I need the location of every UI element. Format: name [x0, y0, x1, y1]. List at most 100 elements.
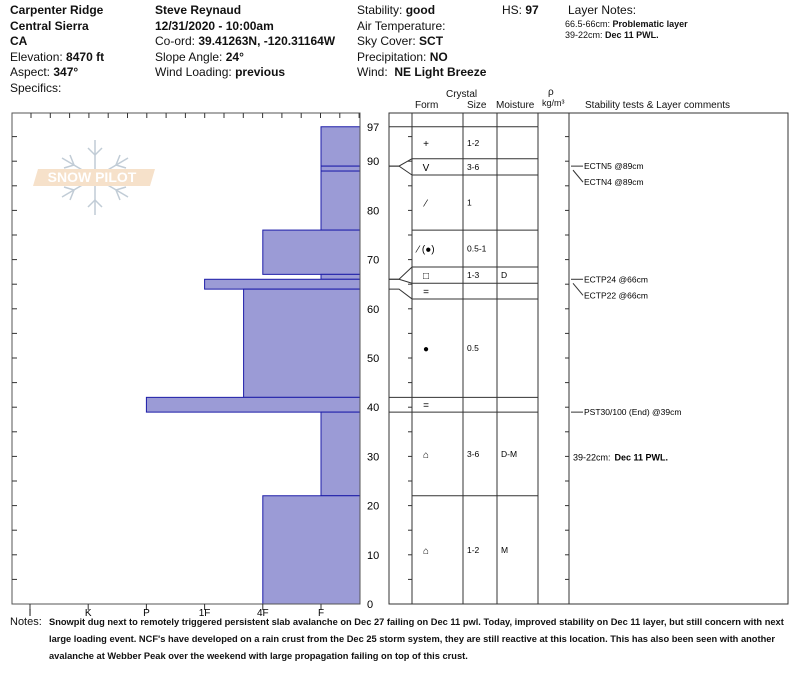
hardness-bar: [145, 396, 361, 413]
slope-value: 24°: [225, 49, 244, 64]
depth-connector: [389, 266, 413, 280]
layer-comment-range: 39-22cm:: [573, 452, 611, 462]
site-state: CA: [10, 34, 28, 48]
depth-tick-label: 10: [367, 550, 379, 562]
wind-label: Wind:: [357, 65, 388, 79]
hardness-tick-label: 4F: [257, 608, 269, 619]
moisture: D: [501, 270, 507, 280]
grain-form-symbol: =: [423, 401, 429, 412]
layer-note-text: Problematic layer: [612, 18, 688, 29]
grain-size: 1-2: [467, 138, 480, 148]
depth-tick-label: 40: [367, 402, 379, 414]
layer-comment: 39-22cm: Dec 11 PWL.: [573, 452, 668, 462]
wind-loading-value: previous: [235, 65, 286, 79]
hardness-bar: [320, 170, 361, 231]
density-unit-header: kg/m³: [542, 98, 565, 108]
observation-datetime: 12/31/2020 - 10:00am: [155, 18, 274, 33]
stability-test: ECTN4 @89cm: [584, 177, 644, 187]
notes-label: Notes:: [10, 616, 42, 628]
stability-test: ECTN5 @89cm: [584, 161, 644, 171]
elevation-value: 8470 ft: [66, 49, 105, 64]
hardness-bar: [320, 273, 361, 280]
hardness-bar: [262, 229, 361, 275]
layer-note-text: Dec 11 PWL.: [605, 29, 659, 40]
depth-tick-label: 60: [367, 304, 379, 316]
depth-connector: [389, 278, 413, 284]
size-header: Size: [467, 100, 487, 111]
stability-label: Stability:: [357, 3, 403, 17]
depth-tick-label: 90: [367, 156, 379, 168]
hardness-bar: [204, 278, 361, 290]
stability-test: PST30/100 (End) @39cm: [584, 407, 681, 417]
layer-comment-text: Dec 11 PWL.: [615, 452, 669, 462]
site-info: Carpenter Ridge Central Sierra CA Elevat…: [10, 3, 104, 96]
moisture-header: Moisture: [496, 100, 535, 111]
grain-size: 3-6: [467, 162, 480, 172]
grain-size: 0.5: [467, 343, 479, 353]
grain-size: 1-2: [467, 545, 480, 555]
layer-note-range: 66.5-66cm:: [565, 18, 611, 29]
depth-connector: [389, 158, 413, 167]
depth-tick-label: 70: [367, 255, 379, 267]
test-arrow: [572, 169, 584, 183]
hardness-tick-label: F: [318, 608, 324, 619]
moisture: D-M: [501, 449, 517, 459]
hardness-bar: [320, 126, 361, 167]
grain-form-symbol: ⁄: [422, 199, 428, 210]
moisture: M: [501, 545, 508, 555]
layer-table-frame: [388, 112, 789, 605]
notes-text: Snowpit dug next to remotely triggered p…: [49, 617, 784, 661]
snowpilot-logo: SNOW PILOT: [33, 140, 155, 215]
wind-loading-label: Wind Loading:: [155, 65, 232, 79]
layer-notes-title: Layer Notes:: [568, 3, 637, 17]
site-range: Central Sierra: [10, 18, 89, 33]
depth-tick-label: 97: [367, 122, 379, 134]
grain-form-symbol: V: [423, 163, 430, 174]
precip-label: Precipitation:: [357, 49, 427, 64]
hardness-tick-label: I: [29, 608, 32, 619]
depth-connector: [389, 165, 413, 176]
crystal-header: Crystal: [446, 89, 478, 100]
aspect-value: 347°: [53, 65, 79, 79]
stability-test: ECTP22 @66cm: [584, 290, 648, 300]
depth-connector: [389, 288, 413, 300]
hardness-tick-label: P: [143, 608, 150, 619]
grain-form-symbol: ⌂: [423, 450, 429, 461]
air-temp-label: Air Temperature:: [357, 18, 446, 33]
coord-label: Co-ord:: [155, 34, 196, 48]
elevation-label: Elevation:: [10, 49, 63, 64]
observer-info: Steve Reynaud 12/31/2020 - 10:00am Co-or…: [155, 3, 335, 81]
site-name: Carpenter Ridge: [10, 3, 104, 17]
wind-value: NE Light Breeze: [394, 65, 487, 79]
grain-form-symbol: ⁄ (●): [414, 245, 434, 256]
hardness-bar: [243, 288, 361, 398]
form-header: Form: [415, 100, 439, 111]
grain-size: 1-3: [467, 270, 480, 280]
depth-tick-label: 0: [367, 599, 373, 611]
hardness-tick-label: 1F: [199, 608, 211, 619]
sky-label: Sky Cover:: [357, 34, 416, 48]
grain-size: 3-6: [467, 449, 480, 459]
hardness-bar: [262, 495, 361, 605]
grain-form-symbol: □: [423, 271, 429, 282]
stability-value: good: [405, 3, 436, 17]
specifics-label: Specifics:: [10, 80, 62, 95]
conditions-info: Stability: good Air Temperature: Sky Cov…: [357, 3, 486, 81]
grain-form-symbol: +: [423, 139, 429, 150]
hardness-tick-label: K: [85, 608, 92, 619]
comments-header: Stability tests & Layer comments: [585, 100, 731, 111]
hardness-bar: [320, 165, 361, 172]
density-rho-header: ρ: [548, 87, 554, 98]
test-arrow: [572, 282, 584, 296]
depth-tick-label: 30: [367, 451, 379, 463]
stability-test: ECTP24 @66cm: [584, 274, 648, 284]
layer-note-range: 39-22cm:: [565, 29, 603, 40]
notes-section: Notes: Snowpit dug next to remotely trig…: [10, 614, 795, 661]
depth-tick-label: 20: [367, 501, 379, 513]
aspect-label: Aspect:: [10, 65, 51, 79]
observer-name: Steve Reynaud: [155, 3, 242, 17]
grain-form-symbol: ●: [423, 344, 429, 355]
sky-value: SCT: [419, 34, 444, 48]
precip-value: NO: [429, 49, 448, 64]
